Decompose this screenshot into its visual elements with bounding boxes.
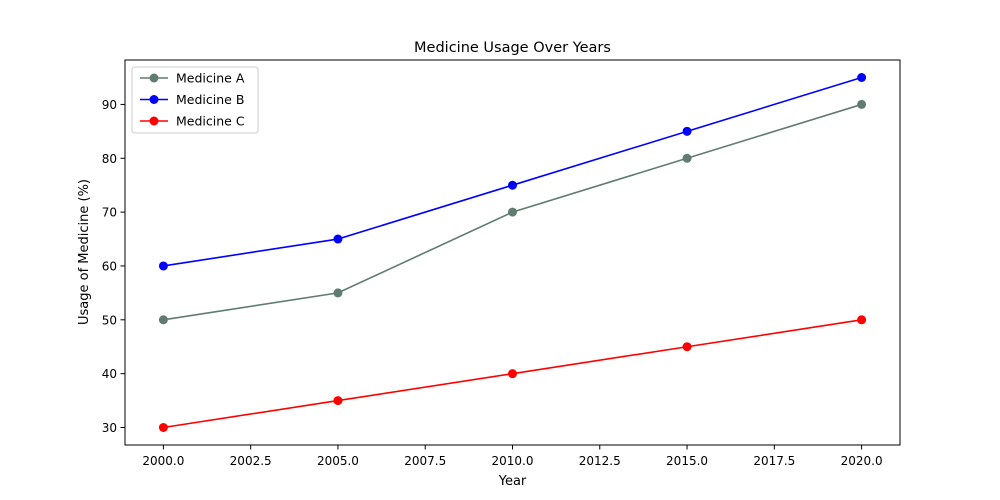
x-tick-label: 2012.5 (579, 454, 621, 468)
x-tick-label: 2005.0 (317, 454, 359, 468)
legend-label: Medicine C (176, 114, 245, 129)
plot-area (158, 73, 867, 432)
legend-label: Medicine B (176, 92, 244, 107)
data-point (682, 153, 692, 163)
y-axis-label: Usage of Medicine (%) (77, 179, 92, 325)
x-tick-label: 2017.5 (753, 454, 795, 468)
y-tick-label: 80 (102, 152, 117, 166)
x-tick-label: 2002.5 (230, 454, 272, 468)
legend-marker (149, 116, 159, 126)
y-tick-label: 30 (102, 421, 117, 435)
x-axis-label: Year (498, 474, 527, 489)
series-line (163, 76, 862, 267)
y-tick-label: 40 (102, 367, 117, 381)
legend-marker (149, 73, 159, 83)
data-point (857, 315, 867, 325)
x-tick-label: 2000.0 (142, 454, 184, 468)
data-point (333, 234, 343, 244)
x-tick-label: 2007.5 (404, 454, 446, 468)
chart-title: Medicine Usage Over Years (414, 40, 611, 56)
y-tick-label: 60 (102, 259, 117, 273)
x-tick-label: 2010.0 (492, 454, 534, 468)
x-tick-label: 2020.0 (841, 454, 883, 468)
data-point (333, 288, 343, 298)
legend-label: Medicine A (176, 71, 245, 86)
data-point (857, 99, 867, 109)
y-tick-label: 90 (102, 98, 117, 112)
x-tick-label: 2015.0 (666, 454, 708, 468)
y-tick-label: 70 (102, 206, 117, 220)
legend: Medicine A Medicine B Medicine C (131, 66, 259, 134)
legend-marker (149, 95, 159, 104)
data-point (857, 73, 867, 82)
legend-box (131, 66, 259, 134)
data-point (333, 396, 343, 406)
data-point (158, 315, 168, 325)
data-point (508, 369, 517, 379)
data-point (158, 261, 168, 271)
data-point (508, 180, 517, 190)
data-point (682, 126, 692, 136)
data-point (158, 423, 168, 432)
data-point (508, 207, 517, 217)
axes: 2000.0 2002.5 2005.0 2007.5 2010.0 2012.5 2015… (102, 98, 883, 468)
y-tick-label: 50 (102, 313, 117, 327)
data-point (682, 342, 692, 352)
